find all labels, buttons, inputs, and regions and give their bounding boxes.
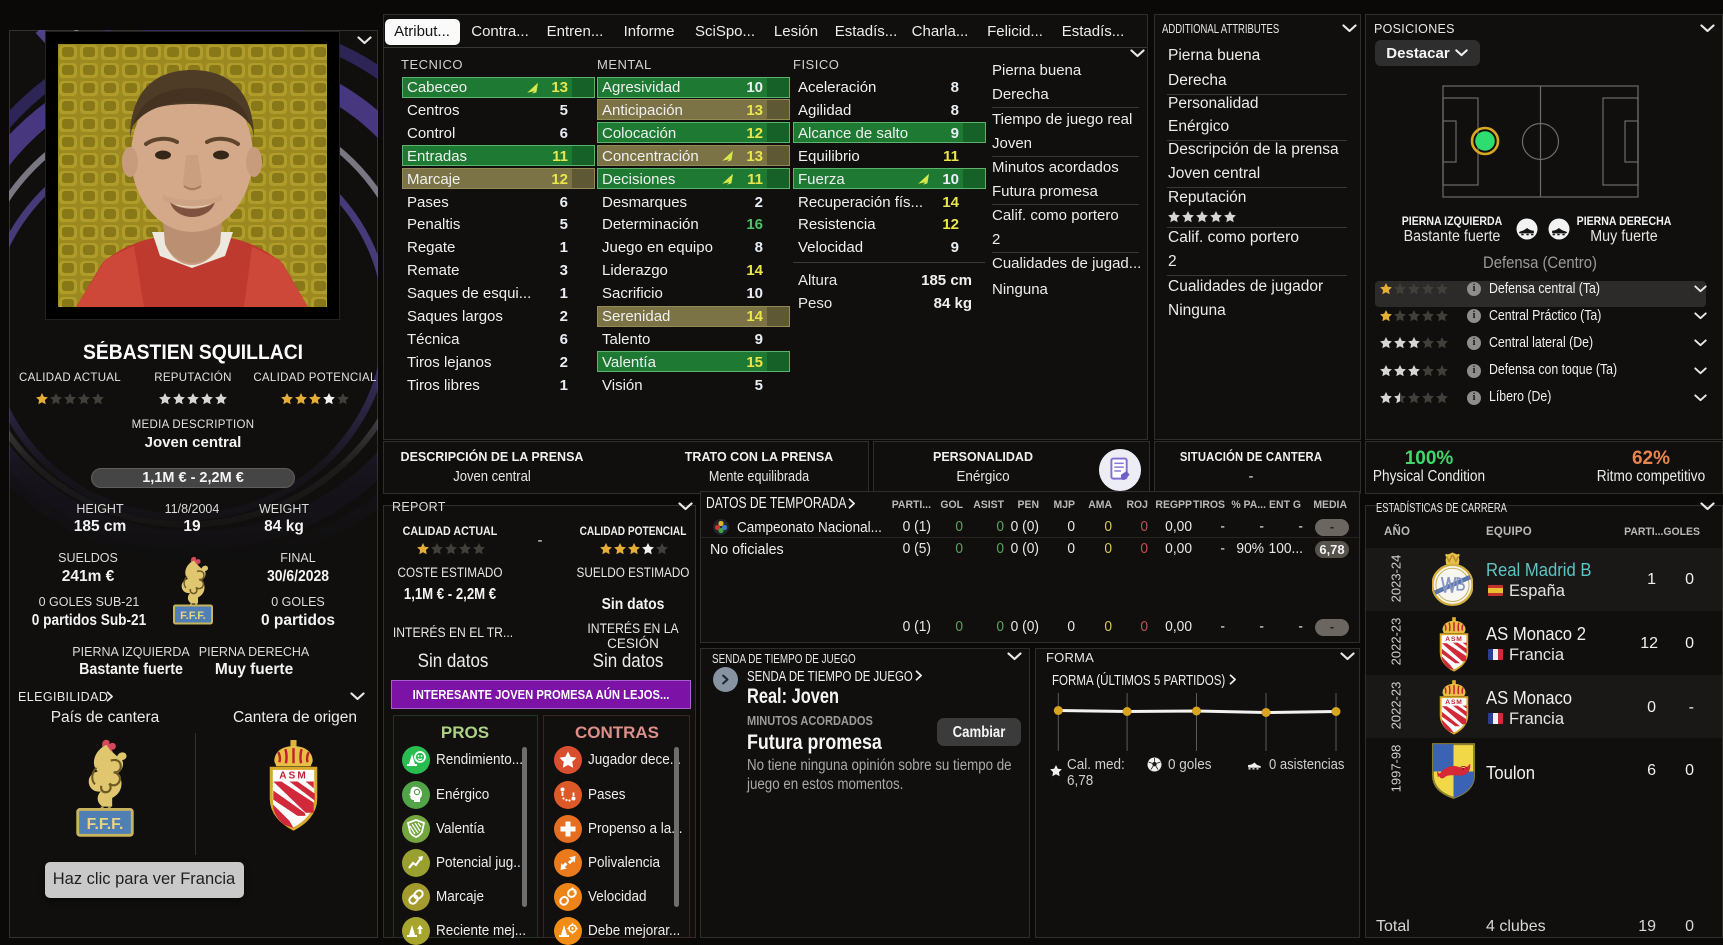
svg-text:ASM: ASM bbox=[1445, 699, 1463, 706]
svg-text:F.F.F.: F.F.F. bbox=[87, 816, 124, 833]
svg-text:F.F.F.: F.F.F. bbox=[180, 610, 206, 622]
svg-text:ASM: ASM bbox=[1445, 636, 1463, 643]
svg-text:ASM: ASM bbox=[279, 770, 308, 781]
